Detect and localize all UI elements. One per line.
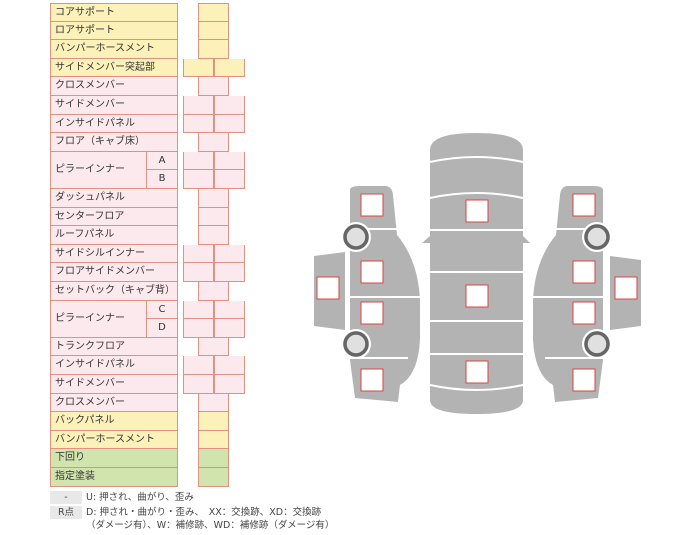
rating-cell[interactable] xyxy=(198,430,229,450)
rating-cell[interactable] xyxy=(183,375,214,394)
rating-cell[interactable] xyxy=(183,244,214,264)
legend-text: （ダメージ有）、W：補修跡、WD：補修跡（ダメージ有） xyxy=(86,520,335,531)
rating-cell[interactable] xyxy=(198,449,229,468)
rating-cell[interactable] xyxy=(183,151,214,171)
row-label: インサイドパネル xyxy=(50,356,178,375)
row-sub-label: A xyxy=(146,151,178,171)
row-label: ダッシュパネル xyxy=(50,189,178,208)
rating-cell[interactable] xyxy=(198,337,229,357)
damage-marker-box[interactable] xyxy=(572,301,596,325)
row-label: トランクフロア xyxy=(50,337,178,357)
damage-marker-box[interactable] xyxy=(465,360,489,384)
damage-marker-box[interactable] xyxy=(572,368,596,392)
rating-cell[interactable] xyxy=(198,77,229,96)
rating-cell[interactable] xyxy=(198,226,229,245)
row-label: コアサポート xyxy=(50,3,178,22)
rating-cell[interactable] xyxy=(214,170,245,189)
car-top xyxy=(422,133,530,414)
rating-cell[interactable] xyxy=(198,207,229,227)
row-sub-label: B xyxy=(146,170,178,189)
rating-cell[interactable] xyxy=(214,114,245,134)
damage-marker-box[interactable] xyxy=(572,193,596,217)
legend-text: D: 押され・曲がり・歪み、 XX：交換跡、XD：交換跡 xyxy=(86,507,322,518)
rating-cell[interactable] xyxy=(198,21,229,41)
row-label: ルーフパネル xyxy=(50,226,178,245)
rating-cell[interactable] xyxy=(183,114,214,134)
row-label: フロアサイドメンバー xyxy=(50,263,178,282)
legend-line-1: - U: 押され、曲がり、歪み xyxy=(50,491,194,504)
damage-marker-box[interactable] xyxy=(360,301,384,325)
rating-cell[interactable] xyxy=(214,263,245,282)
damage-marker-box[interactable] xyxy=(465,284,489,308)
row-label: サイドメンバー xyxy=(50,96,178,115)
row-label: 指定塗装 xyxy=(50,468,178,487)
damage-marker-box[interactable] xyxy=(614,276,638,300)
legend-line-2: R点 D: 押され・曲がり・歪み、 XX：交換跡、XD：交換跡 xyxy=(50,506,321,519)
rating-cell[interactable] xyxy=(198,189,229,208)
rating-cell[interactable] xyxy=(183,300,214,320)
rating-cell[interactable] xyxy=(214,375,245,394)
row-label: クロスメンバー xyxy=(50,393,178,413)
rating-cell[interactable] xyxy=(183,319,214,338)
rating-cell[interactable] xyxy=(198,133,229,152)
rating-cell[interactable] xyxy=(214,300,245,320)
row-label: ピラーインナー xyxy=(50,151,147,189)
rating-cell[interactable] xyxy=(214,96,245,115)
rating-cell[interactable] xyxy=(214,356,245,375)
row-label: センターフロア xyxy=(50,207,178,227)
rating-cell[interactable] xyxy=(198,3,229,22)
rating-cell[interactable] xyxy=(198,393,229,413)
damage-marker-box[interactable] xyxy=(572,260,596,284)
row-label: サイドメンバー xyxy=(50,375,178,394)
rating-cell[interactable] xyxy=(198,282,229,301)
rating-cell[interactable] xyxy=(183,58,214,78)
row-label: クロスメンバー xyxy=(50,77,178,96)
row-label: バックパネル xyxy=(50,412,178,431)
rating-cell[interactable] xyxy=(198,468,229,487)
rating-cell[interactable] xyxy=(183,263,214,282)
row-label: フロア（キャブ床） xyxy=(50,133,178,152)
rating-cell[interactable] xyxy=(183,96,214,115)
legend-text: U: 押され、曲がり、歪み xyxy=(86,492,194,503)
row-label: ピラーインナー xyxy=(50,300,147,338)
legend-key-r: R点 xyxy=(50,506,82,519)
legend-line-3: （ダメージ有）、W：補修跡、WD：補修跡（ダメージ有） xyxy=(86,519,334,532)
rating-cell[interactable] xyxy=(214,151,245,171)
row-label: バンパーホースメント xyxy=(50,430,178,450)
damage-marker-box[interactable] xyxy=(360,260,384,284)
row-sub-label: C xyxy=(146,300,178,320)
rating-cell[interactable] xyxy=(214,244,245,264)
damage-marker-box[interactable] xyxy=(465,199,489,223)
rating-cell[interactable] xyxy=(198,412,229,431)
row-label: 下回り xyxy=(50,449,178,468)
damage-marker-box[interactable] xyxy=(360,368,384,392)
rating-cell[interactable] xyxy=(214,319,245,338)
row-label: バンパーホースメント xyxy=(50,40,178,59)
rating-cell[interactable] xyxy=(183,170,214,189)
rating-cell[interactable] xyxy=(198,40,229,59)
row-label: サイドシルインナー xyxy=(50,244,178,264)
legend-key-dash: - xyxy=(50,491,82,504)
row-label: ロアサポート xyxy=(50,21,178,41)
damage-marker-box[interactable] xyxy=(316,276,340,300)
row-label: セットバック（キャブ背） xyxy=(50,282,178,301)
damage-marker-box[interactable] xyxy=(360,193,384,217)
row-sub-label: D xyxy=(146,319,178,338)
rating-cell[interactable] xyxy=(214,58,245,78)
rating-cell[interactable] xyxy=(183,356,214,375)
row-label: サイドメンバー突起部 xyxy=(50,58,178,78)
row-label: インサイドパネル xyxy=(50,114,178,134)
